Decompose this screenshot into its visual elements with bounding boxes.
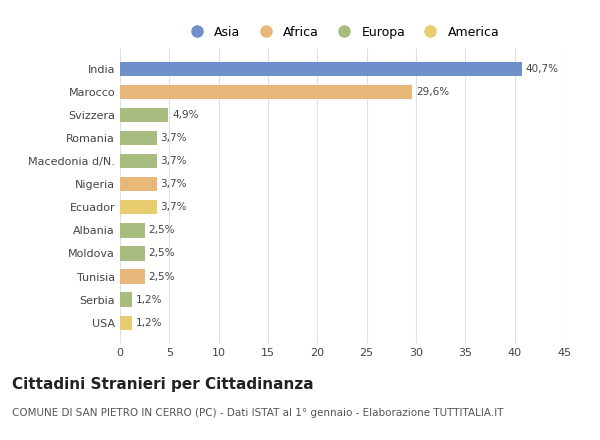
Bar — [120, 154, 157, 169]
Text: 4,9%: 4,9% — [172, 110, 199, 120]
Text: 2,5%: 2,5% — [149, 271, 175, 282]
Bar — [120, 246, 145, 260]
Bar — [120, 85, 412, 99]
Text: 40,7%: 40,7% — [526, 64, 559, 74]
Legend: Asia, Africa, Europa, America: Asia, Africa, Europa, America — [179, 21, 505, 44]
Bar — [120, 177, 157, 191]
Bar — [120, 293, 132, 307]
Text: 2,5%: 2,5% — [149, 225, 175, 235]
Text: 3,7%: 3,7% — [160, 179, 187, 189]
Text: 3,7%: 3,7% — [160, 133, 187, 143]
Text: 1,2%: 1,2% — [136, 318, 162, 328]
Text: COMUNE DI SAN PIETRO IN CERRO (PC) - Dati ISTAT al 1° gennaio - Elaborazione TUT: COMUNE DI SAN PIETRO IN CERRO (PC) - Dat… — [12, 408, 503, 418]
Text: 3,7%: 3,7% — [160, 156, 187, 166]
Text: 2,5%: 2,5% — [149, 249, 175, 258]
Bar — [120, 200, 157, 214]
Text: 29,6%: 29,6% — [416, 87, 449, 97]
Text: 1,2%: 1,2% — [136, 295, 162, 304]
Bar — [120, 62, 521, 76]
Bar — [120, 131, 157, 145]
Bar — [120, 269, 145, 284]
Bar — [120, 315, 132, 330]
Text: 3,7%: 3,7% — [160, 202, 187, 213]
Bar — [120, 223, 145, 238]
Bar — [120, 108, 169, 122]
Text: Cittadini Stranieri per Cittadinanza: Cittadini Stranieri per Cittadinanza — [12, 378, 314, 392]
